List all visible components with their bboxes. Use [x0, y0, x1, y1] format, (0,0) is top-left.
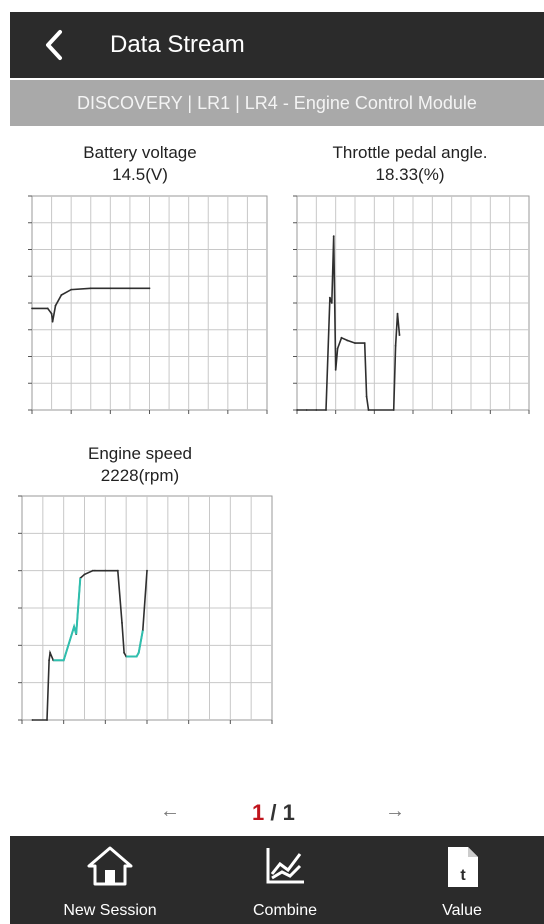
data-point	[104, 569, 107, 572]
data-point	[94, 569, 96, 572]
total-pages: 1	[282, 800, 295, 825]
data-point	[70, 288, 73, 291]
data-point	[89, 287, 92, 290]
top-bar: Data Stream	[10, 12, 544, 78]
data-point	[398, 334, 401, 336]
nav-label: Value	[442, 902, 482, 919]
data-point	[296, 409, 298, 411]
data-point	[367, 409, 370, 411]
svg-text:t: t	[460, 867, 466, 884]
nav-label: New Session	[63, 902, 157, 919]
data-point	[91, 569, 94, 572]
data-point	[346, 339, 349, 342]
chart-name: Throttle pedal angle.	[332, 143, 488, 162]
chart-title-battery: Battery voltage 14.5(V)	[40, 142, 240, 186]
back-arrow-icon[interactable]	[40, 28, 70, 62]
chart-title-engine-speed: Engine speed 2228(rpm)	[40, 443, 240, 487]
data-point	[109, 287, 112, 290]
engine-speed-chart	[18, 495, 273, 724]
series-accent-line	[126, 630, 144, 658]
data-point	[330, 302, 333, 304]
data-point	[51, 320, 54, 323]
pager: ← 1 / 1 →	[0, 800, 544, 830]
data-point	[46, 307, 49, 310]
next-page-button[interactable]: →	[385, 800, 405, 822]
series-accent-line	[53, 578, 82, 662]
data-point	[332, 235, 335, 238]
data-point	[392, 409, 395, 411]
page-title: Data Stream	[110, 31, 245, 58]
data-point	[148, 287, 151, 290]
data-point	[31, 307, 33, 310]
value-button[interactable]: t Value	[392, 836, 532, 924]
chart-name: Battery voltage	[83, 143, 197, 162]
data-point	[129, 287, 131, 290]
chart-value: 2228(rpm)	[100, 466, 180, 485]
data-point	[354, 342, 356, 345]
data-point	[83, 573, 86, 576]
chart-value: 18.33(%)	[375, 165, 445, 184]
data-point	[315, 409, 318, 411]
data-point	[325, 409, 327, 411]
battery-voltage-chart	[28, 195, 268, 414]
data-point	[54, 304, 57, 307]
data-point	[363, 342, 366, 345]
data-point	[50, 312, 53, 315]
home-icon	[87, 846, 133, 886]
data-point	[328, 296, 331, 299]
chart-combine-icon	[266, 848, 304, 884]
combine-button[interactable]: Combine	[215, 836, 355, 924]
chart-title-throttle: Throttle pedal angle. 18.33(%)	[295, 142, 525, 186]
data-point	[121, 622, 123, 624]
page-separator: /	[264, 800, 283, 825]
data-point	[336, 347, 339, 350]
current-page: 1	[252, 800, 265, 825]
data-point	[334, 368, 337, 371]
bottom-nav: New Session Combine t Value	[10, 836, 544, 924]
data-point	[46, 719, 48, 721]
data-point	[123, 651, 125, 654]
data-point	[396, 312, 399, 315]
data-point	[49, 651, 52, 654]
chart-value: 14.5(V)	[112, 165, 168, 184]
chart-name: Engine speed	[88, 444, 192, 463]
data-point	[31, 719, 34, 721]
prev-page-button[interactable]: ←	[160, 800, 180, 822]
data-point	[48, 659, 50, 662]
nav-label: Combine	[252, 902, 318, 919]
data-point	[394, 344, 397, 347]
breadcrumb: DISCOVERY | LR1 | LR4 - Engine Control M…	[10, 80, 544, 126]
data-point	[305, 409, 308, 411]
document-value-icon: t	[448, 847, 478, 887]
page-indicator: 1 / 1	[252, 800, 295, 826]
new-session-button[interactable]: New Session	[40, 836, 180, 924]
data-point	[365, 395, 368, 398]
throttle-pedal-chart	[293, 195, 530, 414]
data-point	[60, 294, 63, 296]
data-point	[116, 569, 119, 572]
data-point	[340, 336, 343, 339]
data-point	[146, 569, 148, 572]
